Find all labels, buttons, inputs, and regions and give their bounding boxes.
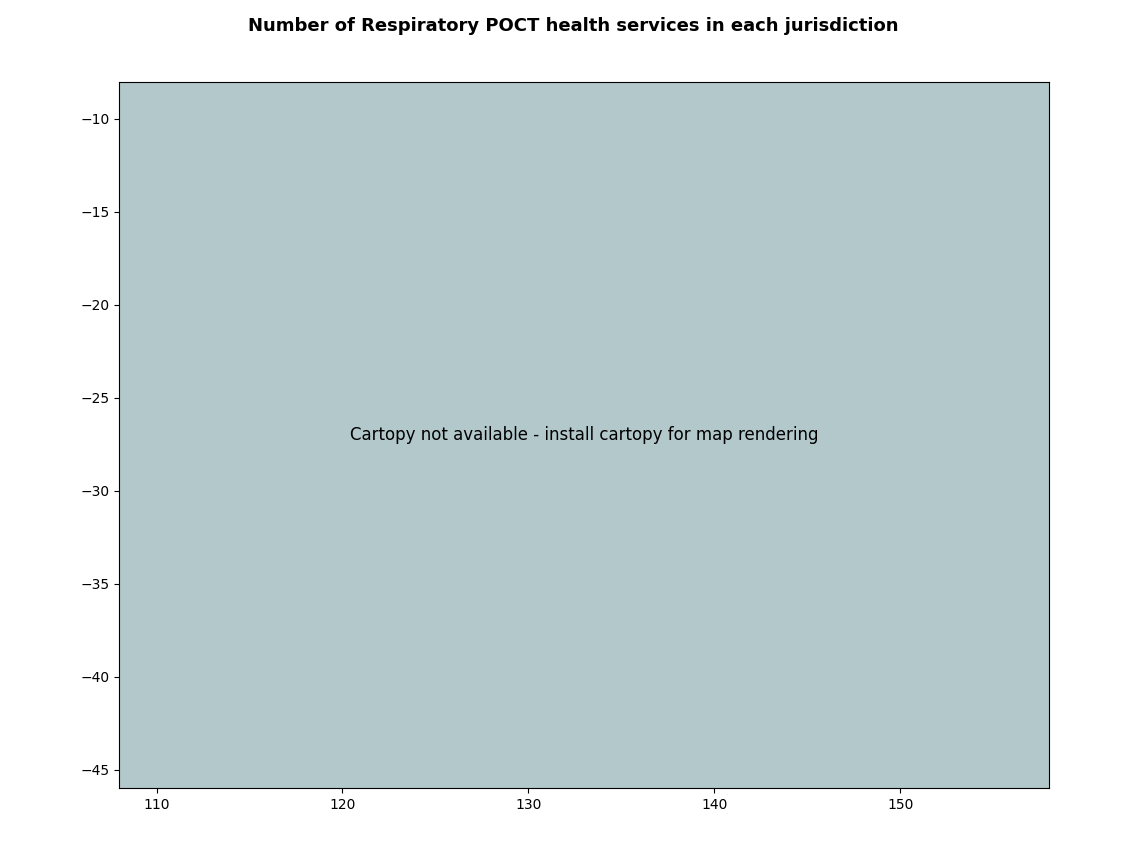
- Text: Number of Respiratory POCT health services in each jurisdiction: Number of Respiratory POCT health servic…: [248, 17, 898, 35]
- Text: Cartopy not available - install cartopy for map rendering: Cartopy not available - install cartopy …: [350, 426, 818, 444]
